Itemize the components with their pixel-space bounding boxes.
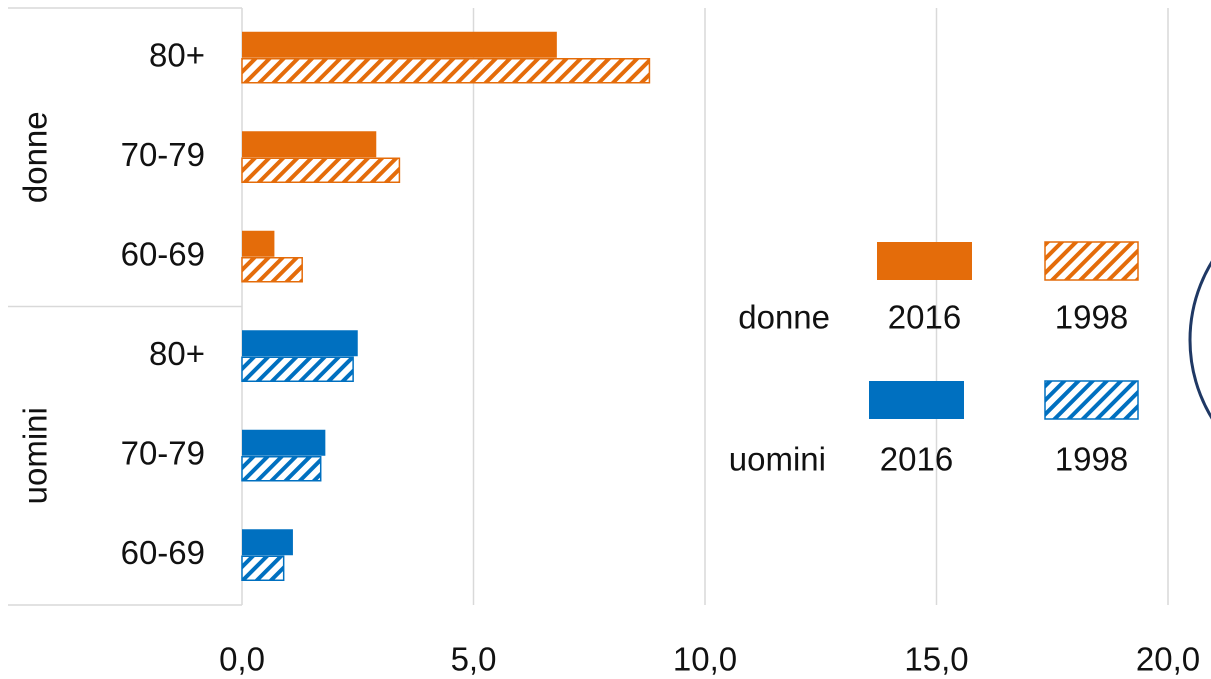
bar xyxy=(241,257,303,283)
category-label: 60-69 xyxy=(121,534,205,571)
legend-swatch xyxy=(877,242,972,280)
bar xyxy=(242,31,557,58)
x-tick-label: 10,0 xyxy=(673,641,737,678)
decorative-circle xyxy=(1188,260,1211,420)
x-tick-label: 20,0 xyxy=(1136,641,1200,678)
bar xyxy=(242,131,377,158)
x-tick-label: 15,0 xyxy=(904,641,968,678)
legend-entry: 2016 xyxy=(888,299,961,336)
bar xyxy=(241,58,651,84)
legend-entry: 1998 xyxy=(1055,299,1128,336)
legend-swatch xyxy=(1044,241,1139,281)
category-label: 70-79 xyxy=(121,434,205,471)
legend-entry: 2016 xyxy=(880,441,953,478)
category-label: 70-79 xyxy=(121,136,205,173)
bar xyxy=(241,356,354,382)
bar xyxy=(242,529,293,556)
category-label: 60-69 xyxy=(121,235,205,272)
category-label: 80+ xyxy=(149,335,205,372)
legend-entry: 1998 xyxy=(1055,441,1128,478)
group-label: donne xyxy=(17,111,54,203)
bar xyxy=(242,230,275,257)
legend-swatch xyxy=(869,381,964,419)
bar xyxy=(241,456,322,482)
legend-label: donne xyxy=(738,299,830,336)
bar xyxy=(241,555,285,581)
x-tick-label: 0,0 xyxy=(219,641,265,678)
legend-swatch xyxy=(1044,380,1139,420)
legend-label: uomini xyxy=(729,441,826,478)
group-label: uomini xyxy=(17,407,54,504)
bar xyxy=(242,429,326,456)
x-tick-label: 5,0 xyxy=(451,641,497,678)
bar xyxy=(241,157,401,183)
bar xyxy=(242,330,358,357)
category-label: 80+ xyxy=(149,36,205,73)
